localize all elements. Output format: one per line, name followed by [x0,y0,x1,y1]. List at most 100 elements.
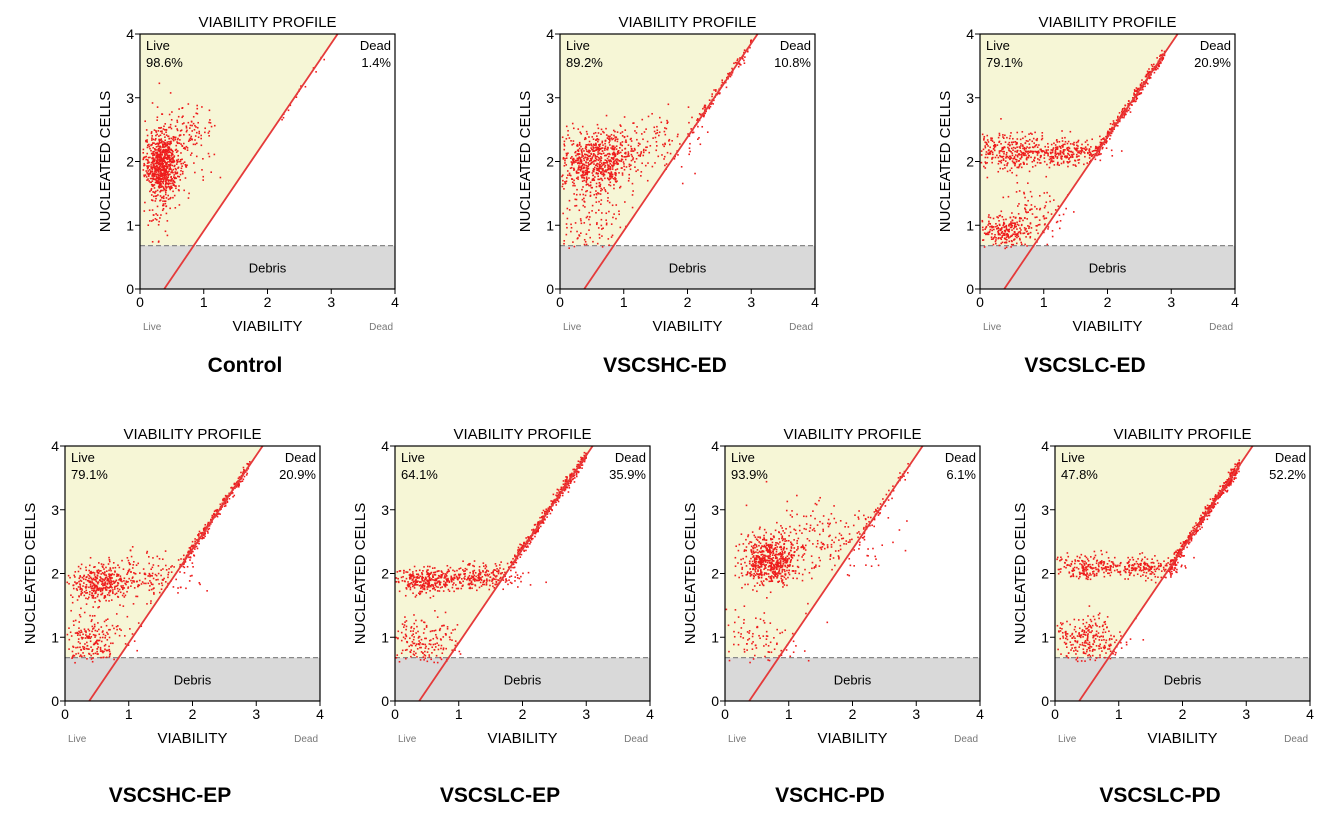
live-cell-point [604,159,607,161]
live-cell-point [651,165,654,168]
live-cell-point [126,615,129,618]
live-cell-point [1025,147,1027,150]
live-cell-point [637,142,640,145]
dead-cell-point [226,495,228,497]
live-cell-point [578,147,581,150]
live-cell-point [107,649,109,652]
live-cell-point [159,159,162,161]
live-cell-point [1085,148,1087,151]
live-cell-point [1033,142,1035,144]
live-cell-point [171,160,173,162]
live-cell-point [605,170,607,173]
dead-cell-point [1100,142,1103,145]
live-cell-point [429,590,431,592]
live-cell-point [584,172,587,174]
live-cell-point [85,592,87,594]
live-cell-point [198,582,201,584]
live-cell-point [106,576,108,578]
live-cell-point [186,164,188,167]
live-cell-point [570,166,573,169]
live-cell-point [173,156,175,158]
live-cell-point [621,172,624,174]
live-cell-point [1086,162,1089,164]
live-cell-point [156,106,159,108]
live-cell-point [991,226,993,229]
live-cell-point [108,558,111,561]
live-cell-point [441,652,444,655]
live-cell-point [432,579,434,581]
scatter-points [142,56,326,243]
live-cell-point [165,187,168,189]
live-cell-point [152,577,155,580]
live-cell-point [167,571,170,574]
live-cell-point [100,580,102,583]
live-cell-point [563,164,566,167]
live-cell-point [610,173,612,176]
live-cell-point [1100,153,1102,155]
dead-cell-point [242,478,245,481]
live-cell-point [611,234,614,237]
live-cell-point [150,181,152,184]
live-cell-point [990,236,993,239]
panel-caption: Control [207,354,283,377]
live-cell-point [566,226,568,229]
live-cell-point [444,583,447,585]
live-cell-point [167,164,170,166]
live-cell-point [146,162,149,164]
live-cell-point [455,587,458,590]
live-cell-point [1076,150,1078,152]
live-cell-point [166,234,169,237]
live-cell-point [991,137,993,140]
live-cell-point [163,155,166,158]
live-cell-point [421,590,424,593]
live-cell-point [436,577,439,579]
live-cell-point [608,178,610,181]
live-cell-point [422,632,425,634]
live-cell-point [150,149,152,152]
live-cell-point [579,169,582,172]
live-cell-point [90,572,92,574]
dead-cell-point [188,550,190,553]
live-cell-point [151,137,153,139]
live-cell-point [1023,163,1025,165]
live-cell-point [1019,138,1022,141]
live-cell-point [164,136,166,138]
live-cell-point [565,154,568,157]
live-cell-point [174,207,177,209]
live-cell-point [985,153,987,156]
live-cell-point [692,131,695,134]
live-cell-point [566,153,568,156]
live-cell-point [172,138,174,141]
live-cell-point [561,185,564,188]
dead-cell-point [1141,79,1143,81]
live-cell-point [597,132,600,134]
live-cell-point [585,146,588,148]
live-cell-point [589,195,592,197]
live-cell-point [597,209,600,211]
dead-cell-point [1103,137,1105,139]
live-cell-point [506,562,509,565]
dead-cell-point [1121,112,1123,115]
live-cell-point [987,231,989,234]
live-cell-point [652,137,654,139]
live-cell-point [146,550,149,553]
live-cell-point [90,636,93,638]
live-cell-point [102,656,104,659]
live-cell-point [624,147,627,150]
live-cell-point [604,142,606,145]
live-cell-point [615,162,618,164]
live-cell-point [437,644,440,647]
live-cell-point [428,654,431,656]
live-cell-point [1000,142,1002,145]
live-cell-point [194,139,196,141]
dead-cell-point [237,484,239,487]
live-cell-point [1025,154,1027,157]
dead-cell-point [1159,54,1162,56]
live-cell-point [79,655,81,658]
live-cell-point [1072,164,1075,166]
live-cell-point [113,581,116,584]
live-cell-point [83,628,86,631]
live-cell-point [1016,131,1019,134]
dead-cell-point [224,505,227,507]
live-cell-point [176,171,179,174]
